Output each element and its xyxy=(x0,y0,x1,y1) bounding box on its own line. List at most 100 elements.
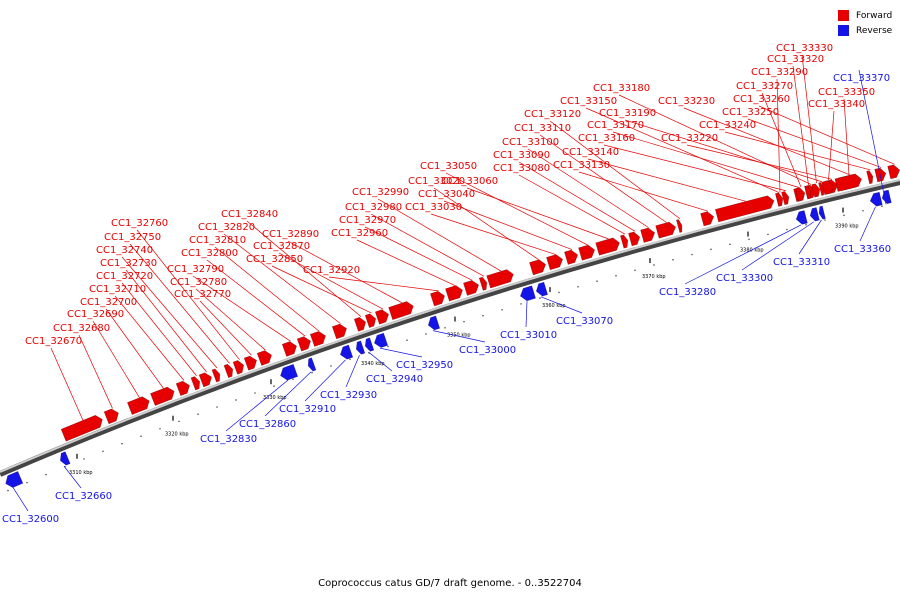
reverse-gene-label: CC1_33070 xyxy=(556,316,613,327)
scale-dot xyxy=(786,228,788,231)
forward-gene xyxy=(296,336,311,352)
forward-gene-connector xyxy=(92,320,140,398)
forward-gene-label: CC1_33190 xyxy=(599,108,656,119)
scale-tick-label: 3370 kbp xyxy=(642,274,666,280)
forward-gene-label: CC1_32990 xyxy=(352,187,409,198)
forward-gene-connector xyxy=(121,256,218,369)
reverse-gene-label: CC1_33280 xyxy=(659,287,716,298)
scale-dot xyxy=(83,458,85,460)
forward-gene-connector xyxy=(527,148,649,228)
forward-gene-connector xyxy=(539,134,667,223)
reverse-gene xyxy=(364,337,375,352)
reverse-gene xyxy=(881,189,892,204)
forward-swatch xyxy=(838,10,849,21)
scale-dot xyxy=(748,238,750,241)
forward-gene-connector xyxy=(828,110,835,181)
scale-dot xyxy=(805,223,807,226)
forward-gene-label: CC1_33170 xyxy=(587,120,644,131)
forward-gene-connector xyxy=(603,144,787,192)
scale-dot xyxy=(824,219,826,221)
forward-gene xyxy=(546,254,563,271)
scale-dot xyxy=(463,320,465,323)
forward-gene xyxy=(175,380,190,397)
forward-gene xyxy=(150,386,175,406)
forward-gene-label: CC1_32920 xyxy=(303,265,360,276)
reverse-gene-connector xyxy=(432,330,486,343)
reverse-gene-label: CC1_32910 xyxy=(279,404,336,415)
scale-tick-label: 3360 kbp xyxy=(542,303,566,309)
forward-gene-label: CC1_33110 xyxy=(514,123,571,134)
scale-dot xyxy=(178,420,180,423)
scale-dot xyxy=(254,392,256,394)
reverse-gene-label: CC1_33010 xyxy=(500,330,557,341)
forward-gene-label: CC1_32740 xyxy=(96,245,153,256)
forward-gene-label: CC1_33260 xyxy=(733,94,790,105)
forward-gene-label: CC1_33040 xyxy=(418,189,475,200)
scale-dot xyxy=(729,243,731,246)
forward-gene-label: CC1_33050 xyxy=(420,161,477,172)
forward-gene xyxy=(256,350,272,366)
forward-gene-connector xyxy=(792,65,809,186)
reverse-gene xyxy=(520,285,536,302)
scale-dot xyxy=(767,233,769,236)
forward-gene-connector xyxy=(246,220,362,317)
forward-gene-connector xyxy=(125,269,207,373)
forward-gene-connector xyxy=(443,200,573,250)
forward-gene-label: CC1_33160 xyxy=(578,133,635,144)
reverse-gene xyxy=(809,207,820,222)
scale-dot xyxy=(235,399,237,401)
reverse-gene xyxy=(307,357,317,372)
scale-tick-label: 3390 kbp xyxy=(835,224,859,230)
forward-gene-label: CC1_32970 xyxy=(339,215,396,226)
scale-dot xyxy=(45,473,47,476)
reverse-gene-label: CC1_33370 xyxy=(833,73,890,84)
forward-gene-label: CC1_32690 xyxy=(67,309,124,320)
forward-gene-label: CC1_32840 xyxy=(221,209,278,220)
forward-gene-label: CC1_32790 xyxy=(167,264,224,275)
forward-gene-label: CC1_32710 xyxy=(89,284,146,295)
forward-gene-label: CC1_33020 xyxy=(408,176,465,187)
forward-gene-label: CC1_32730 xyxy=(100,258,157,269)
legend-reverse-label: Reverse xyxy=(856,25,893,36)
reverse-gene-connector xyxy=(379,347,423,358)
scale-dot xyxy=(482,314,484,317)
forward-gene-connector xyxy=(195,288,266,351)
forward-gene-connector xyxy=(121,282,197,376)
forward-gene xyxy=(364,313,377,328)
reverse-gene xyxy=(355,340,366,355)
reverse-gene-connector xyxy=(859,206,876,242)
legend-reverse: Reverse xyxy=(838,23,892,38)
forward-gene xyxy=(486,269,514,289)
forward-gene-connector xyxy=(370,213,485,277)
forward-gene-connector xyxy=(377,198,502,272)
forward-gene-connector xyxy=(50,347,84,421)
scale-tick-label: 3380 kbp xyxy=(740,248,764,254)
forward-gene-connector xyxy=(612,131,800,188)
forward-gene-label: CC1_33140 xyxy=(562,147,619,158)
forward-gene-label: CC1_32980 xyxy=(345,202,402,213)
forward-gene-label: CC1_33240 xyxy=(699,120,756,131)
reverse-gene xyxy=(60,451,71,466)
forward-gene-label: CC1_32850 xyxy=(246,254,303,265)
forward-gene xyxy=(388,301,414,321)
reverse-gene-connector xyxy=(525,301,528,328)
reverse-gene-connector xyxy=(63,465,82,489)
scale-tick-label: 3350 kbp xyxy=(447,333,471,339)
scale-dot xyxy=(672,258,674,261)
reverse-swatch xyxy=(838,25,849,36)
forward-gene-label: CC1_32760 xyxy=(111,218,168,229)
forward-gene xyxy=(676,219,683,233)
forward-gene xyxy=(103,408,119,425)
forward-gene xyxy=(309,331,326,347)
scale-dot xyxy=(26,481,28,484)
forward-gene-connector xyxy=(192,275,291,342)
forward-gene-connector xyxy=(206,259,306,337)
reverse-gene xyxy=(340,344,354,360)
scale-dot xyxy=(710,248,712,251)
forward-gene-connector xyxy=(105,308,164,389)
scale-dot xyxy=(653,264,655,266)
reverse-gene-label: CC1_32600 xyxy=(2,514,59,525)
scale-dot xyxy=(634,269,636,272)
forward-gene xyxy=(866,170,874,185)
forward-gene-label: CC1_33220 xyxy=(661,133,718,144)
